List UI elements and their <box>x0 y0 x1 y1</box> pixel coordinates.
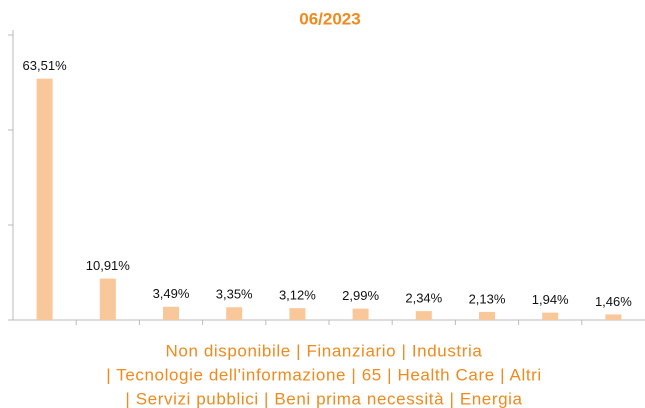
x-axis-label: | Tecnologie dell'informazione | 65 | He… <box>106 365 542 384</box>
value-label: 2,34% <box>405 291 442 306</box>
bar <box>226 307 243 320</box>
value-label: 63,51% <box>23 58 68 73</box>
bar <box>99 278 116 320</box>
value-label: 3,35% <box>216 287 253 302</box>
value-label: 10,91% <box>86 258 131 273</box>
value-label: 1,46% <box>595 294 632 309</box>
value-label: 2,13% <box>469 291 506 306</box>
bar <box>289 308 306 320</box>
value-label: 2,99% <box>342 288 379 303</box>
bar <box>36 78 53 320</box>
bar <box>163 306 179 320</box>
value-label: 3,49% <box>153 286 190 301</box>
bar <box>352 308 369 320</box>
value-label: 1,94% <box>532 292 569 307</box>
x-axis-label: Non disponibile | Finanziario | Industri… <box>166 341 483 360</box>
x-axis-label: | Servizi pubblici | Beni prima necessit… <box>125 389 522 408</box>
value-label: 3,12% <box>279 288 316 303</box>
chart-title: 06/2023 <box>299 9 360 28</box>
bar <box>479 311 495 320</box>
bar <box>605 314 622 320</box>
bar <box>415 311 432 320</box>
bar <box>542 312 559 320</box>
